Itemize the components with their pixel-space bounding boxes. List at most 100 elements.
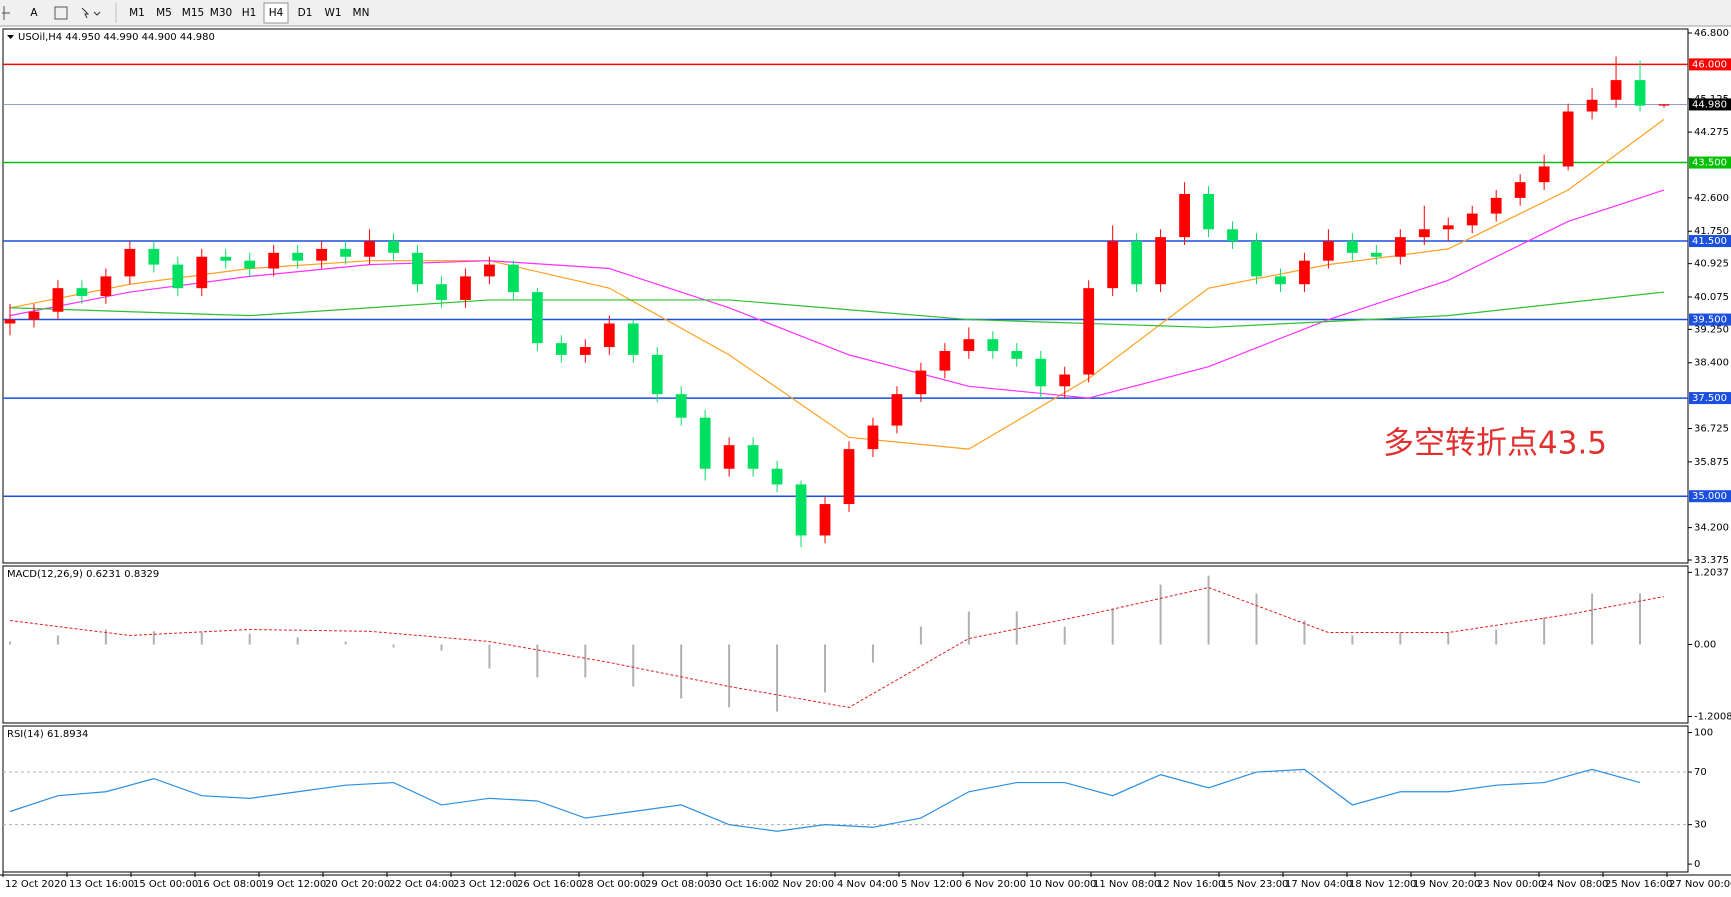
candle-body (915, 370, 927, 395)
rsi-line (9, 768, 1641, 832)
candle-body (1466, 213, 1478, 226)
level-tag (1689, 490, 1731, 503)
font-button[interactable]: A (30, 7, 38, 19)
text-label-icon[interactable] (54, 6, 68, 20)
y-tick-label: 1.2037 (1694, 567, 1729, 578)
y-tick-label: 46.800 (1694, 28, 1729, 39)
time-label: 17 Nov 04:00 (1285, 879, 1352, 890)
candle-body (412, 252, 423, 285)
candle-body (388, 241, 399, 253)
timeframe-button[interactable]: M5 (156, 7, 172, 19)
candle-body (484, 264, 495, 277)
rsi-panel (2, 725, 1689, 873)
candle-body (507, 264, 519, 293)
candle-body (675, 394, 687, 418)
time-label: 27 Nov 00:00 (1669, 879, 1731, 890)
objects-icon[interactable] (81, 7, 101, 19)
time-label: 4 Nov 04:00 (837, 879, 898, 890)
time-label: 5 Nov 12:00 (901, 879, 962, 890)
candle-body (1490, 197, 1502, 214)
candle-body (555, 343, 567, 355)
y-tick-label: 39.250 (1694, 324, 1729, 335)
time-label: 15 Nov 23:00 (1221, 879, 1288, 890)
candle-body (1179, 193, 1190, 238)
y-tick-label: 38.400 (1694, 358, 1729, 369)
timeframe-button[interactable]: H1 (242, 7, 257, 19)
candle-body (148, 248, 160, 265)
macd-title: MACD(12,26,9) 0.6231 0.8329 (7, 569, 159, 580)
candle-body (268, 252, 280, 269)
time-label: 29 Oct 08:00 (645, 879, 710, 890)
level-label: 39.500 (1692, 315, 1727, 326)
candle-body (1346, 241, 1358, 253)
candle-body (1275, 276, 1286, 285)
timeframe-button[interactable]: M15 (182, 7, 204, 19)
candle-body (460, 276, 471, 300)
time-label: 2 Nov 20:00 (773, 879, 834, 890)
candle-body (196, 256, 208, 289)
time-label: 12 Nov 16:00 (1157, 879, 1224, 890)
candle-body (819, 504, 831, 536)
level-label: 41.500 (1692, 236, 1727, 247)
candle-body (987, 339, 999, 351)
timeframe-button[interactable]: MN (353, 7, 370, 19)
y-tick-label: 30 (1694, 820, 1707, 831)
candle-body (100, 276, 112, 297)
candle-body (1658, 104, 1670, 106)
candle-body (1586, 99, 1598, 112)
timeframe-button[interactable]: D1 (298, 7, 313, 19)
y-tick-label: 44.275 (1694, 127, 1729, 138)
timeframe-button[interactable]: W1 (324, 7, 341, 19)
crosshair-icon[interactable] (2, 6, 10, 20)
candle-body (795, 484, 807, 536)
candle-body (1370, 252, 1382, 257)
level-tag (1689, 235, 1731, 248)
toolbar (0, 0, 1731, 26)
time-label: 19 Nov 20:00 (1413, 879, 1480, 890)
candle-body (436, 284, 447, 300)
level-label: 46.000 (1692, 59, 1727, 70)
candle-body (963, 339, 975, 351)
y-tick-label: 0 (1694, 859, 1700, 870)
time-label: 30 Oct 16:00 (709, 879, 774, 890)
time-label: 23 Nov 00:00 (1477, 879, 1544, 890)
timeframe-button[interactable]: M30 (210, 7, 232, 19)
timeframes: M1 M5 M15 M30 H1 H4 D1 W1 MN (129, 2, 370, 24)
candle-body (1442, 225, 1454, 230)
rsi-title: RSI(14) 61.8934 (7, 729, 88, 740)
timeframe-button[interactable]: H4 (269, 7, 284, 19)
y-tick-label: 34.200 (1694, 523, 1729, 534)
time-label: 22 Oct 04:00 (389, 879, 454, 890)
candle-body (1299, 260, 1310, 285)
level-label: 35.000 (1692, 491, 1727, 502)
candle-body (579, 347, 591, 355)
time-label: 12 Oct 2020 (5, 879, 67, 890)
candle-body (627, 323, 639, 355)
candle-body (867, 425, 879, 450)
y-tick-label: 33.375 (1694, 555, 1729, 566)
y-tick-label: 41.750 (1694, 226, 1729, 237)
price-label: 44.980 (1692, 99, 1727, 110)
candle-body (1610, 80, 1622, 100)
candle-body (220, 256, 232, 261)
y-tick-label: -1.2008 (1694, 711, 1731, 722)
price-tag (1689, 98, 1731, 111)
candle-body (364, 241, 375, 257)
y-tick-label: 100 (1694, 728, 1713, 739)
candle-body (1394, 237, 1406, 257)
candle-body (1323, 241, 1334, 261)
timeframe-button[interactable]: M1 (129, 7, 145, 19)
time-label: 19 Oct 12:00 (261, 879, 326, 890)
menu-triangle[interactable] (7, 35, 14, 39)
level-tag (1689, 392, 1731, 405)
candle-body (747, 445, 759, 469)
time-label: 15 Oct 00:00 (133, 879, 198, 890)
annotation: 多空转折点43.5 (1383, 426, 1607, 462)
candle-body (1418, 229, 1430, 238)
time-label: 10 Nov 00:00 (1029, 879, 1096, 890)
time-label: 26 Oct 16:00 (517, 879, 582, 890)
candle-body (939, 350, 951, 371)
candle-body (1059, 374, 1071, 387)
moving-average (9, 118, 1665, 450)
